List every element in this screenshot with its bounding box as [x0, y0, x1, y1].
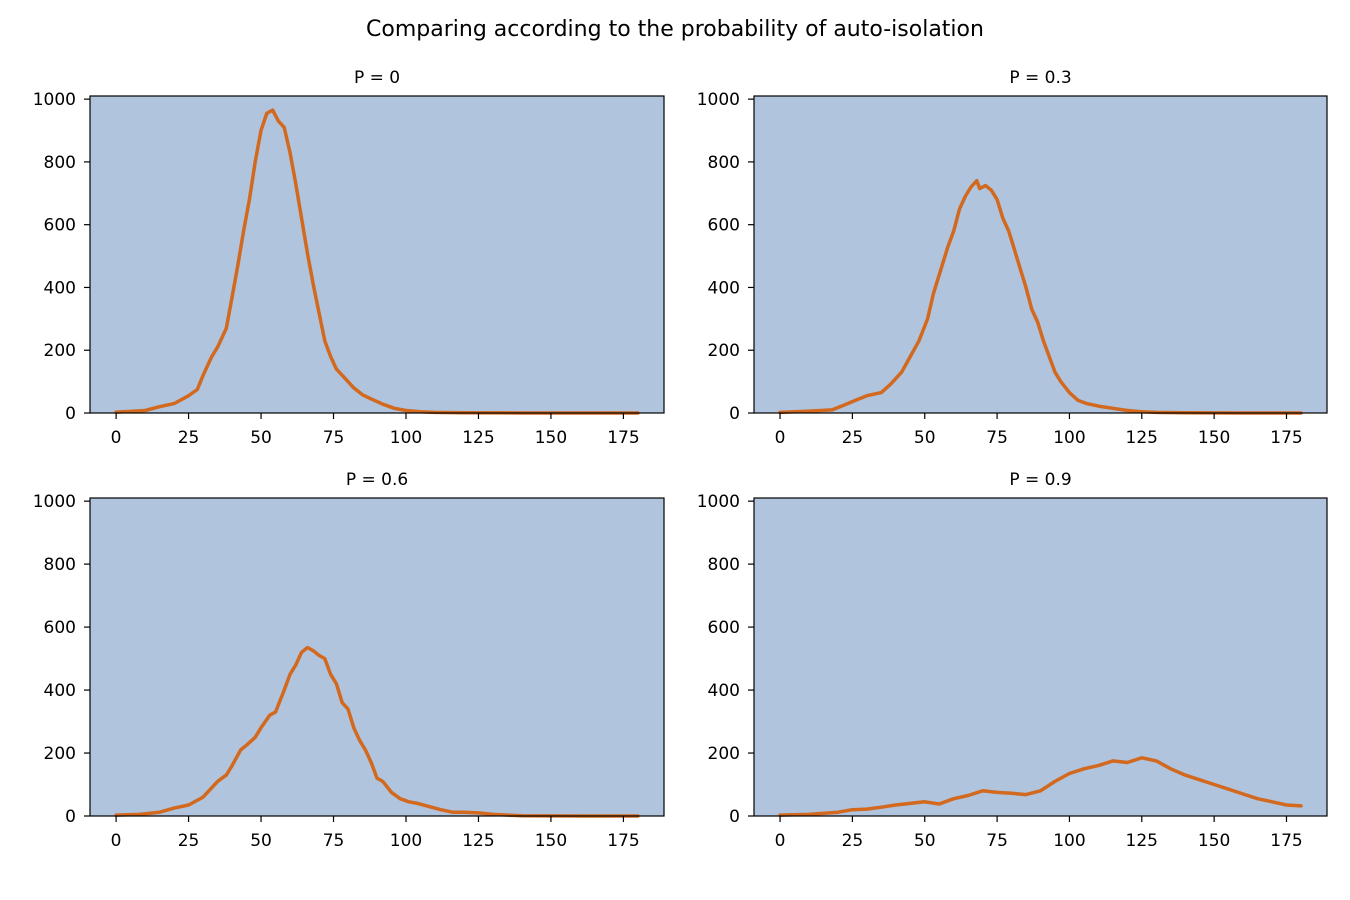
- x-tick-label: 50: [914, 428, 936, 448]
- series-line: [114, 108, 640, 415]
- x-tick-label: 50: [914, 831, 936, 851]
- subplot-1: P = 0 0 25 50 75 100 125 150 175 0 200 400 600 800 100…: [33, 68, 665, 448]
- subplot-title: P = 0.6: [346, 470, 408, 490]
- axes-frame: [753, 95, 1328, 414]
- y-tick-label: 600: [44, 216, 76, 236]
- x-tick-label: 0: [111, 831, 122, 851]
- y-tick-label: 200: [708, 341, 740, 361]
- subplot-title: P = 0: [354, 68, 400, 88]
- subplot-2: P = 0.3 0 25 50 75 100 125 150 175 0 200 400 600 800 1…: [697, 68, 1328, 448]
- x-tick-label: 125: [462, 831, 494, 851]
- x-tick-label: 100: [390, 428, 422, 448]
- x-tick-label: 0: [775, 428, 786, 448]
- y-tick-label: 600: [44, 618, 76, 638]
- y-tick-label: 1000: [697, 492, 740, 512]
- axes-frame: [753, 497, 1328, 817]
- x-tick-label: 50: [250, 428, 272, 448]
- series-line: [778, 178, 1303, 415]
- y-tick-label: 800: [44, 555, 76, 575]
- x-tick-label: 25: [178, 831, 200, 851]
- y-tick-label: 400: [44, 681, 76, 701]
- x-tick-label: 75: [986, 428, 1008, 448]
- subplot-title: P = 0.9: [1009, 470, 1071, 490]
- y-tick-label: 400: [44, 278, 76, 298]
- x-tick-label: 150: [1198, 831, 1230, 851]
- plot-area: [90, 498, 664, 816]
- y-tick-label: 0: [65, 404, 76, 424]
- y-tick-label: 800: [708, 153, 740, 173]
- y-tick-label: 0: [729, 404, 740, 424]
- x-tick-label: 25: [178, 428, 200, 448]
- x-tick-label: 0: [111, 428, 122, 448]
- x-tick-label: 150: [535, 428, 567, 448]
- plot-area: [90, 96, 664, 413]
- y-tick-label: 600: [708, 618, 740, 638]
- x-tick-label: 175: [1270, 831, 1302, 851]
- y-tick-label: 400: [708, 681, 740, 701]
- subplot-4: P = 0.9 0 25 50 75 100 125 150 175 0 200 400 600 800 1…: [697, 470, 1328, 851]
- y-tick-label: 0: [65, 807, 76, 827]
- x-tick-label: 125: [1126, 831, 1158, 851]
- x-tick-label: 175: [607, 831, 639, 851]
- x-tick-label: 75: [986, 831, 1008, 851]
- series-line: [778, 756, 1303, 817]
- x-tick-label: 100: [390, 831, 422, 851]
- subplot-grid: P = 0 0 25 50 75 100 125 150 175 0 200 400 600 800 100…: [33, 68, 1328, 851]
- plot-area: [754, 96, 1327, 413]
- y-tick-label: 200: [708, 744, 740, 764]
- x-tick-label: 150: [535, 831, 567, 851]
- x-tick-label: 125: [462, 428, 494, 448]
- x-tick-label: 175: [1270, 428, 1302, 448]
- axes-frame: [89, 497, 665, 817]
- subplot-title: P = 0.3: [1009, 68, 1071, 88]
- y-tick-label: 1000: [33, 90, 76, 110]
- x-tick-label: 100: [1053, 428, 1085, 448]
- y-tick-label: 800: [708, 555, 740, 575]
- x-tick-label: 0: [775, 831, 786, 851]
- x-tick-label: 50: [250, 831, 272, 851]
- x-tick-label: 125: [1126, 428, 1158, 448]
- y-tick-label: 1000: [697, 90, 740, 110]
- plot-area: [754, 498, 1327, 816]
- x-tick-label: 25: [842, 428, 864, 448]
- axes-frame: [89, 95, 665, 414]
- x-tick-label: 75: [323, 428, 345, 448]
- x-tick-label: 175: [607, 428, 639, 448]
- x-tick-label: 100: [1053, 831, 1085, 851]
- y-tick-label: 800: [44, 153, 76, 173]
- y-tick-label: 600: [708, 216, 740, 236]
- x-tick-label: 75: [323, 831, 345, 851]
- x-tick-label: 25: [842, 831, 864, 851]
- subplot-3: P = 0.6 0 25 50 75 100 125 150 175 0 200 400 600 800 1…: [33, 470, 665, 851]
- y-tick-label: 0: [729, 807, 740, 827]
- y-tick-label: 200: [44, 744, 76, 764]
- x-tick-label: 150: [1198, 428, 1230, 448]
- y-tick-label: 1000: [33, 492, 76, 512]
- series-line: [114, 645, 640, 818]
- chart-title: Comparing according to the probability o…: [366, 17, 984, 42]
- y-tick-label: 200: [44, 341, 76, 361]
- y-tick-label: 400: [708, 278, 740, 298]
